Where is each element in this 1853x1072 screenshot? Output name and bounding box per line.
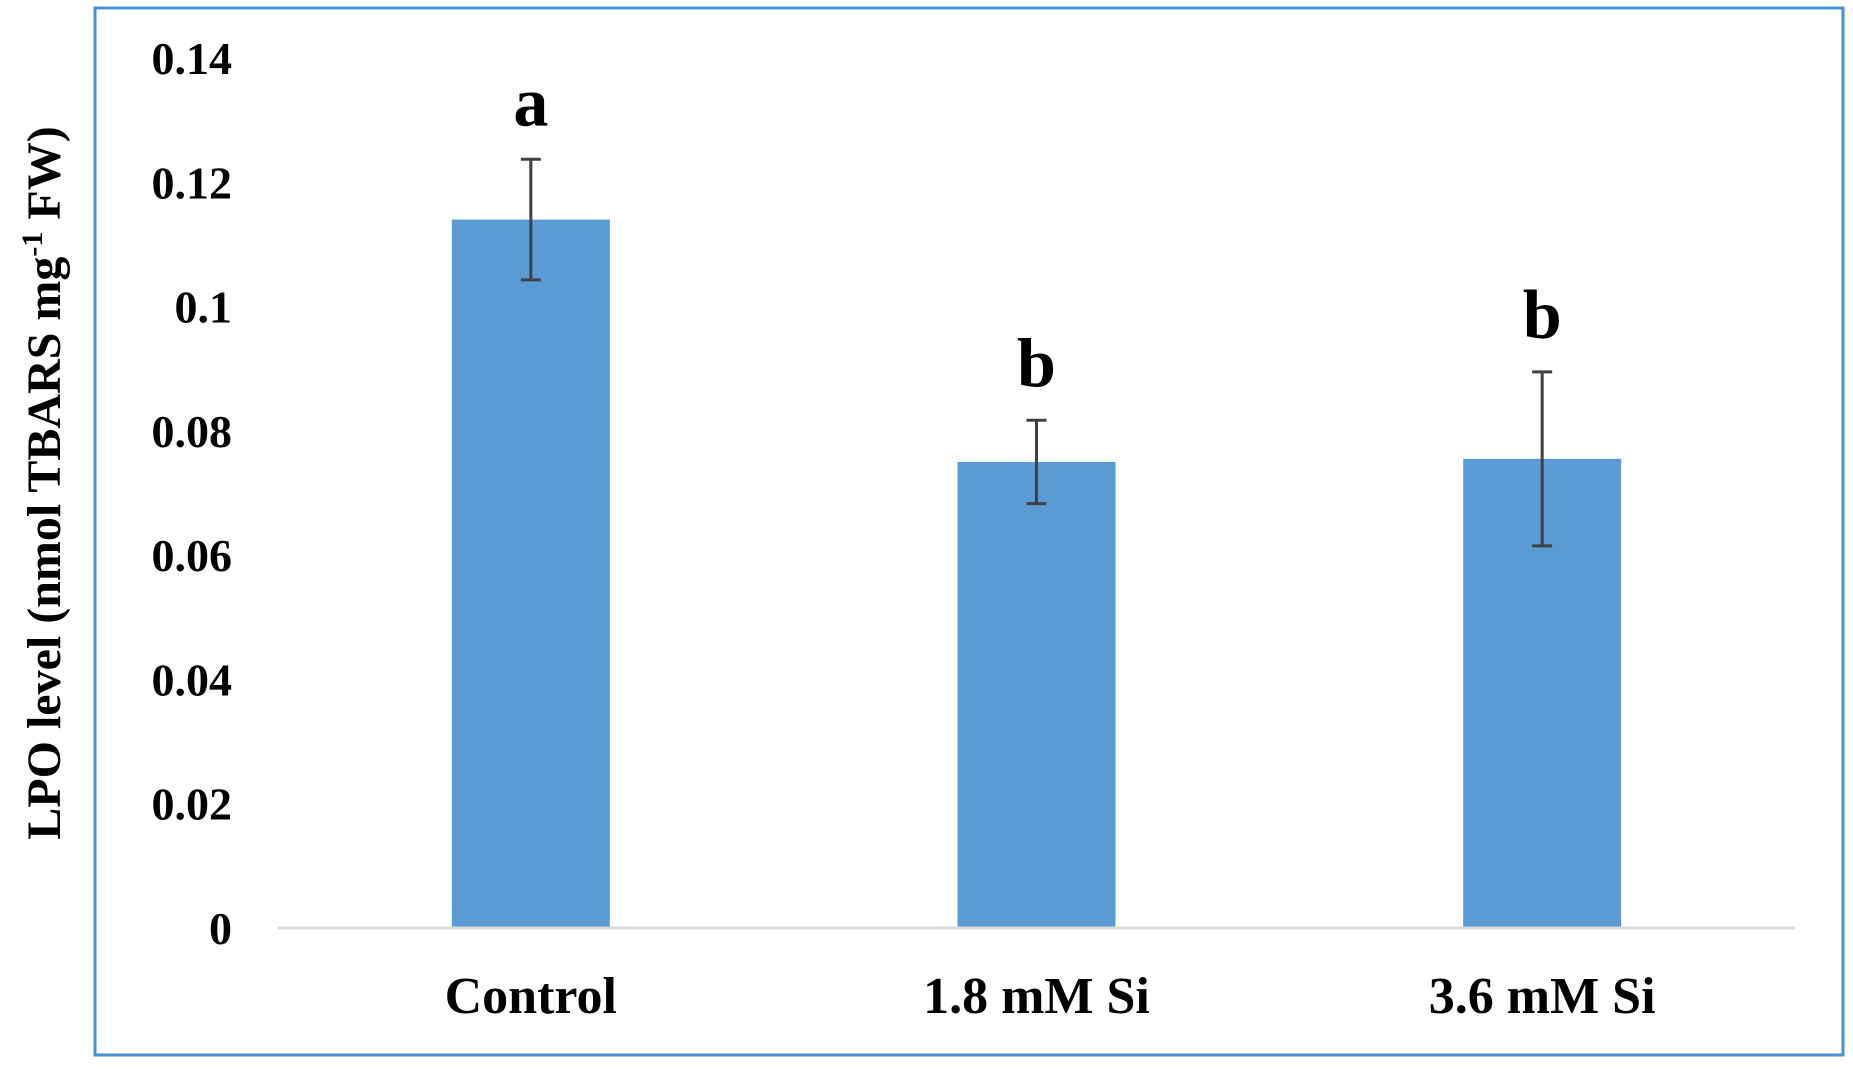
y-axis-title-unit: FW): [18, 126, 71, 231]
y-axis-ticks: 0 0.02 0.04 0.06 0.08 0.1 0.12 0.14: [152, 33, 233, 954]
x-category-label: 1.8 mM Si: [923, 968, 1150, 1025]
bars-group: [451, 219, 1622, 929]
significance-label: b: [1017, 325, 1056, 402]
y-axis-title-superscript: -1: [16, 232, 49, 257]
y-tick-label: 0.14: [152, 33, 233, 84]
bar: [957, 461, 1116, 928]
y-tick-label: 0.04: [152, 654, 233, 705]
x-category-label: Control: [445, 968, 617, 1025]
significance-labels-group: a b b: [513, 64, 1561, 402]
y-axis-title: LPO level (nmol TBARS mg-1 FW): [16, 126, 71, 839]
y-tick-label: 0.06: [152, 530, 233, 581]
error-bars-group: [520, 157, 1553, 548]
significance-label: a: [513, 64, 548, 141]
bar: [451, 219, 610, 929]
x-axis-labels: Control 1.8 mM Si 3.6 mM Si: [445, 968, 1656, 1025]
y-tick-label: 0: [209, 903, 232, 954]
y-tick-label: 0.1: [175, 282, 233, 333]
x-category-label: 3.6 mM Si: [1429, 968, 1656, 1025]
significance-label: b: [1523, 277, 1562, 354]
y-tick-label: 0.08: [152, 406, 233, 457]
y-tick-label: 0.12: [152, 157, 233, 208]
y-axis-title-main: LPO level (nmol TBARS mg: [18, 257, 71, 840]
y-tick-label: 0.02: [152, 779, 233, 830]
